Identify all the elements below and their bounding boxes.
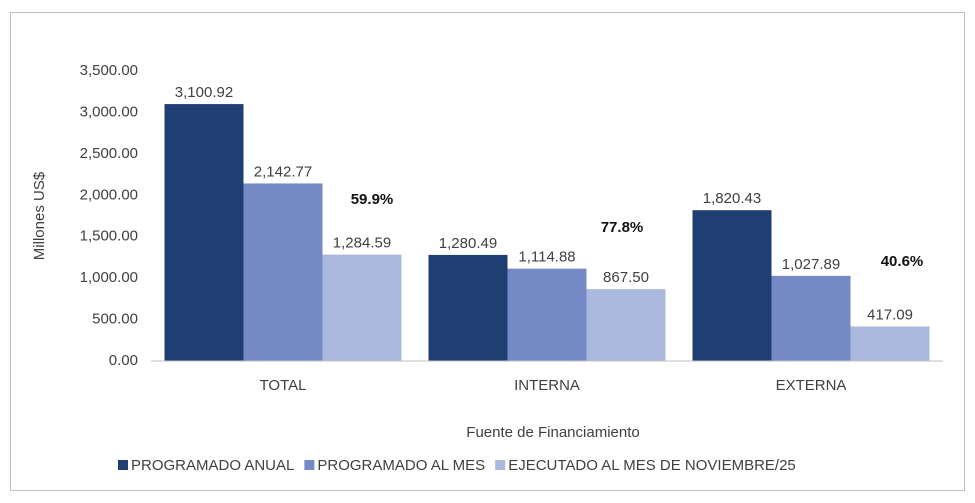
data-label: 1,820.43	[703, 190, 761, 207]
data-label: 1,027.89	[782, 256, 840, 273]
bar	[586, 289, 666, 361]
data-label: 2,142.77	[254, 163, 312, 180]
y-tick-label: 2,000.00	[80, 186, 138, 203]
legend-swatch	[495, 460, 506, 470]
x-axis-title: Fuente de Financiamiento	[466, 424, 639, 441]
annotation: 59.9%	[351, 191, 394, 208]
data-label: 1,114.88	[518, 249, 575, 266]
y-tick-label: 3,500.00	[80, 62, 138, 79]
y-tick-label: 0.00	[109, 352, 138, 369]
y-tick-label: 500.00	[92, 311, 138, 328]
bar	[850, 326, 930, 361]
y-tick-label: 3,000.00	[80, 103, 138, 120]
bar	[771, 275, 851, 361]
bar	[692, 210, 772, 361]
legend-swatch	[118, 460, 128, 470]
data-label: 867.50	[603, 269, 649, 286]
legend-label: PROGRAMADO AL MES	[317, 457, 485, 474]
annotation: 77.8%	[601, 219, 644, 236]
y-tick-label: 2,500.00	[80, 145, 138, 162]
bar	[322, 254, 402, 361]
y-tick-label: 1,000.00	[80, 269, 138, 286]
annotation: 40.6%	[881, 253, 924, 270]
bar	[507, 268, 587, 361]
y-axis-title: Millones US$	[31, 171, 48, 260]
y-tick-label: 1,500.00	[80, 228, 138, 245]
data-label: 417.09	[867, 306, 913, 323]
bar	[428, 254, 508, 361]
legend-swatch	[304, 460, 315, 470]
x-tick-label: EXTERNA	[776, 377, 847, 394]
bar	[243, 183, 323, 361]
data-label: 1,284.59	[333, 235, 391, 252]
legend-label: PROGRAMADO ANUAL	[131, 457, 294, 474]
bar	[164, 104, 244, 362]
x-tick-label: INTERNA	[514, 377, 580, 394]
x-tick-label: TOTAL	[260, 377, 307, 394]
legend-label: EJECUTADO AL MES DE NOVIEMBRE/25	[508, 457, 796, 474]
data-label: 1,280.49	[439, 235, 497, 252]
data-label: 3,100.92	[175, 84, 233, 101]
